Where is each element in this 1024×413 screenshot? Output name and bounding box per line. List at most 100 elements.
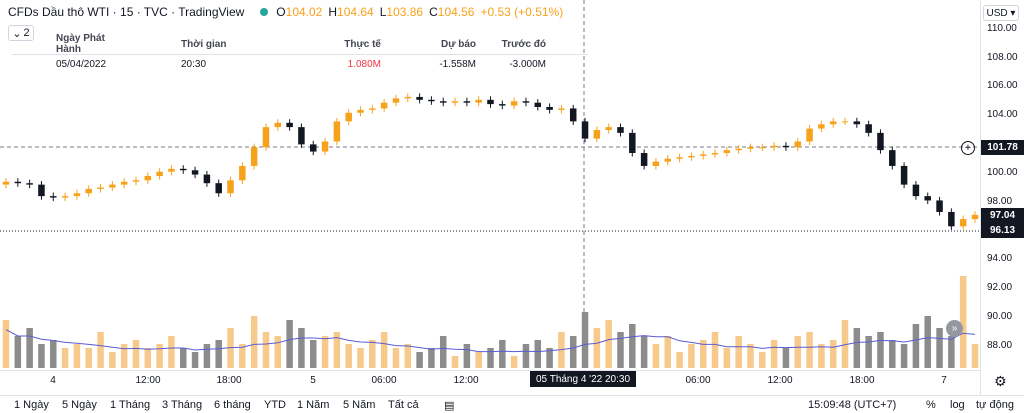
volume-bar [664,336,672,368]
volume-bar [499,340,506,368]
price-tick: 94.00 [987,253,1013,264]
candle-body [522,101,530,103]
candle-body [262,127,270,148]
candle-body [664,158,672,162]
range-3m[interactable]: 3 Tháng [162,399,203,411]
candle-body [581,121,589,139]
volume-bar [250,316,258,368]
volume-bar [770,340,778,368]
candle-body [250,147,258,166]
calendar-icon[interactable]: ▤ [444,400,455,412]
crosshair-price-label: 101.78 [981,140,1024,155]
volume-bar [581,312,589,368]
range-1y[interactable]: 1 Năm [297,399,330,411]
range-6m[interactable]: 6 tháng [214,399,251,411]
time-tick: 18:00 [849,375,875,386]
candle-body [274,122,282,128]
volume-bar [711,332,719,368]
candle-body [759,147,766,149]
candle-body [380,102,388,109]
volume-bar [357,348,364,368]
candle-body [286,122,293,128]
candle-body [321,141,329,152]
candle-body [26,183,33,185]
volume-bar [900,344,908,368]
range-5y[interactable]: 5 Năm [343,399,376,411]
candle-body [853,121,861,125]
volume-bar [369,340,376,368]
volume-bar [652,344,660,368]
cell-date: 05/04/2022 [56,58,107,70]
candle-body [723,150,731,153]
range-1m[interactable]: 1 Tháng [110,399,151,411]
price-tick: 106.00 [987,80,1018,91]
range-all[interactable]: Tất cả [388,399,419,411]
collapse-indicators-button[interactable]: ⌄ 2 [8,25,34,41]
candle-body [463,101,471,103]
volume-bar [215,340,222,368]
candle-body [936,200,943,212]
candle-body [61,196,69,198]
price-tick: 88.00 [987,340,1013,351]
candle-body [546,107,553,110]
candle-body [924,196,931,201]
candle-body [794,141,801,148]
low-value: 103.86 [386,5,424,19]
range-ytd[interactable]: YTD [264,399,286,411]
candle-body [617,127,624,133]
cell-time: 20:30 [181,58,207,70]
volume-bar [865,336,872,368]
candle-body [806,128,813,142]
time-axis[interactable]: 4 12:00 18:00 5 06:00 12:00 06:00 12:00 … [0,370,980,388]
currency-selector[interactable]: USD ▾ [983,5,1019,21]
candle-body [605,127,612,130]
auto-toggle[interactable]: tự động [976,399,1014,411]
price-axis[interactable]: 110.00 108.00 106.00 104.00 100.00 98.00… [980,0,1024,395]
volume-bar [605,320,612,368]
volume-bar [132,340,140,368]
volume-bar [640,336,648,368]
time-tick: 06:00 [371,375,397,386]
clock-time[interactable]: 15:09:48 (UTC+7) [808,399,897,411]
price-tick: 98.00 [987,196,1013,207]
candle-body [629,132,636,153]
volume-bar [688,344,695,368]
candle-body [369,108,376,110]
volume-bar [380,332,388,368]
candle-body [640,153,648,166]
volume-bar [510,356,518,368]
time-tick: 7 [941,375,947,386]
candle-body [73,193,81,197]
volume-bar [699,340,707,368]
volume-bar [463,344,471,368]
close-value: 104.56 [437,5,475,19]
candle-body [877,132,884,151]
candle-body [404,96,412,99]
volume-bar [629,324,636,368]
header-forecast: Dự báo [440,38,476,50]
gear-icon[interactable]: ⚙ [994,373,1007,389]
price-chart[interactable] [0,0,980,370]
candle-body [2,181,10,185]
log-toggle[interactable]: log [950,399,965,411]
table-divider [12,54,588,55]
volume-bar [109,352,116,368]
range-5d[interactable]: 5 Ngày [62,399,97,411]
scroll-to-realtime-icon[interactable]: » [946,320,963,337]
percent-toggle[interactable]: % [926,399,936,411]
volume-moving-average [5,329,976,353]
volume-bar [309,340,317,368]
candle-body [428,99,435,102]
candle-body [688,155,695,158]
candle-body [345,112,352,122]
cell-previous: -3.000M [509,58,546,70]
symbol-title[interactable]: CFDs Dầu thô WTI · 15 · TVC · TradingVie… [8,5,245,19]
volume-bar [818,344,825,368]
add-plus-icon[interactable]: + [961,141,975,155]
volume-bar [487,348,494,368]
open-value: 104.02 [285,5,323,19]
volume-bar [73,344,81,368]
candle-body [818,124,825,129]
range-1d[interactable]: 1 Ngày [14,399,49,411]
